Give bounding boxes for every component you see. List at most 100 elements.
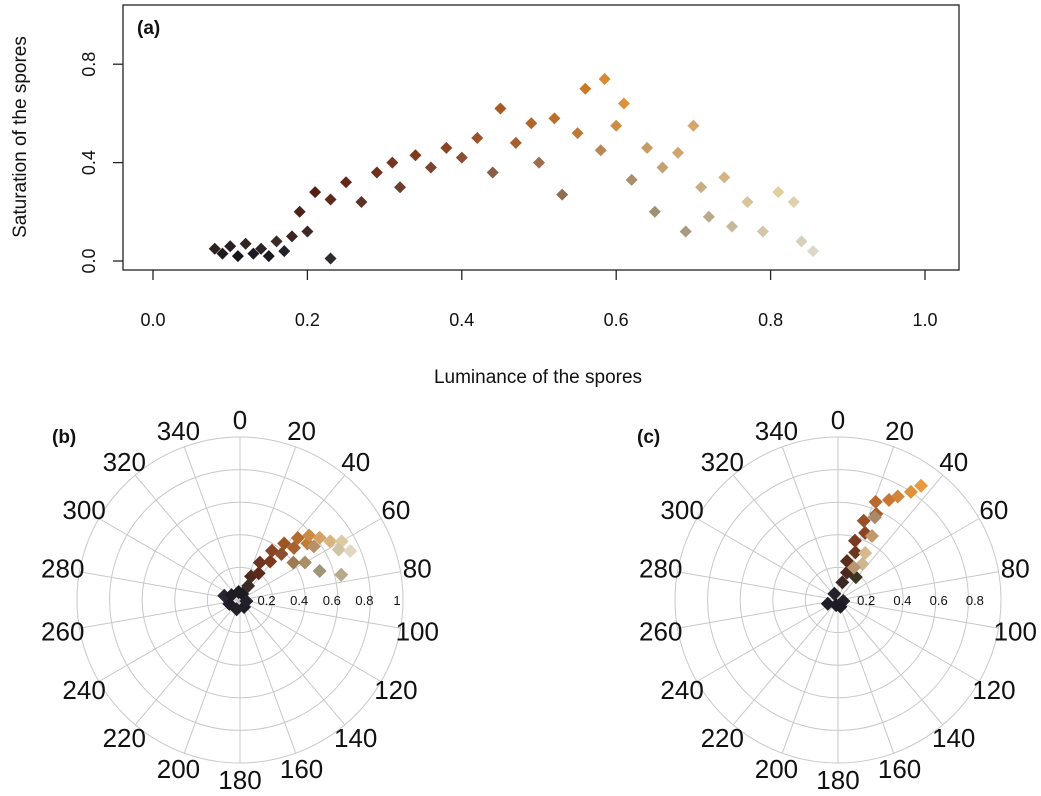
panel-a-data-point — [548, 112, 561, 125]
polar-grid-spoke — [183, 446, 241, 601]
polar-angle-label: 100 — [994, 616, 1037, 646]
panel-a-data-point — [556, 188, 569, 201]
polar-radial-label: 1 — [393, 593, 400, 608]
polar-angle-label: 180 — [218, 765, 261, 795]
panel-a-data-point — [525, 117, 538, 130]
panel-a-data-point — [285, 230, 298, 243]
polar-grid-spoke — [183, 599, 241, 754]
panel-a-data-point — [324, 252, 337, 265]
polar-grid-spoke — [239, 599, 297, 754]
panel-a-data-point — [440, 141, 453, 154]
polar-angle-label: 340 — [157, 416, 200, 446]
panel-a-y-axis-title: Saturation of the spores — [10, 36, 31, 238]
panel-a-data-point — [355, 195, 368, 208]
polar-angle-label: 200 — [755, 754, 798, 784]
panel-a-data-point — [278, 245, 291, 258]
polar-data-point — [820, 596, 835, 611]
polar-data-point — [835, 575, 850, 590]
polar-data-point — [302, 528, 317, 543]
panel-a-data-point — [409, 149, 422, 162]
polar-data-point — [331, 542, 346, 557]
panel-a-data-point — [726, 220, 738, 233]
panel-a-data-point — [324, 193, 337, 206]
panel-a-data-point — [394, 181, 407, 194]
polar-data-point — [848, 570, 863, 585]
polar-angle-label: 320 — [701, 447, 744, 477]
panel-a-data-point — [579, 82, 592, 95]
polar-grid-spoke — [781, 446, 839, 601]
panel-a-data-point — [772, 186, 785, 199]
panel-b-points — [217, 528, 358, 617]
panel-a-data-point — [795, 235, 808, 248]
panel-c-labels: 0 20 40 60 80 100 120 140 160 180 200 220 240 260 280 3… — [639, 405, 1037, 795]
panel-a-data-point — [571, 127, 584, 140]
panel-a-data-point — [679, 225, 692, 238]
polar-data-point — [239, 594, 254, 609]
polar-data-point — [865, 529, 880, 544]
polar-data-point — [251, 566, 266, 581]
polar-grid-spoke — [134, 599, 241, 726]
polar-angle-label: 0 — [233, 405, 247, 435]
polar-grid-spoke — [837, 518, 980, 601]
polar-angle-label: 280 — [41, 554, 84, 584]
panel-a-plot-box — [122, 4, 960, 271]
panel-b: (b) 0 20 40 60 80 100 120 140 160 180 200 220 240 260… — [41, 405, 439, 795]
polar-radial-label: 0.4 — [893, 593, 911, 608]
panel-a-data-point — [756, 225, 769, 238]
panel-a-data-point — [293, 205, 306, 218]
polar-data-point — [297, 555, 312, 570]
polar-radial-label: 0.6 — [930, 593, 948, 608]
polar-angle-label: 340 — [755, 416, 798, 446]
polar-angle-label: 20 — [885, 416, 914, 446]
polar-radial-label: 0.8 — [966, 593, 984, 608]
panel-a-data-point — [656, 161, 669, 174]
panel-c-points — [820, 478, 929, 614]
polar-data-point — [903, 484, 918, 499]
panel-a-data-point — [718, 171, 731, 184]
polar-angle-label: 60 — [381, 495, 410, 525]
polar-radial-label: 0.4 — [290, 593, 308, 608]
polar-angle-label: 300 — [62, 495, 105, 525]
polar-angle-label: 220 — [701, 723, 744, 753]
polar-angle-label: 320 — [103, 447, 146, 477]
polar-grid-spoke — [239, 599, 401, 629]
polar-angle-label: 80 — [403, 554, 432, 584]
panel-a-data-point — [486, 166, 499, 179]
polar-grid-spoke — [239, 599, 346, 726]
polar-angle-label: 120 — [972, 675, 1015, 705]
panel-a-data-point — [610, 119, 623, 132]
polar-data-point — [858, 545, 873, 560]
polar-angle-label: 40 — [939, 447, 968, 477]
polar-angle-label: 20 — [287, 416, 316, 446]
panel-a-data-point — [262, 250, 275, 263]
panel-a-x-tick-label: 0.2 — [295, 310, 320, 330]
polar-data-point — [312, 564, 327, 579]
panel-a-data-point — [216, 247, 229, 260]
polar-grid-spoke — [79, 571, 241, 601]
polar-data-point — [868, 494, 883, 509]
polar-grid-spoke — [677, 571, 839, 601]
panel-a-data-point — [594, 144, 607, 157]
polar-data-point — [286, 555, 301, 570]
panel-a-data-point — [598, 72, 611, 85]
panel-a: (a) 0.0 0.2 0.4 0.6 0.8 1.0 0.0 0.4 0.8 Luminan… — [10, 4, 960, 388]
polar-angle-label: 240 — [62, 675, 105, 705]
polar-grid-spoke — [696, 518, 839, 601]
polar-radial-label: 0.2 — [258, 593, 276, 608]
polar-angle-label: 220 — [103, 723, 146, 753]
panel-a-points — [208, 72, 820, 265]
polar-grid-spoke — [837, 571, 999, 601]
panel-a-data-point — [386, 156, 399, 169]
panel-a-data-point — [224, 240, 237, 253]
polar-data-point — [847, 533, 862, 548]
polar-data-point — [848, 545, 863, 560]
polar-angle-label: 260 — [639, 616, 682, 646]
polar-grid-spoke — [239, 518, 382, 601]
panel-a-data-point — [231, 250, 244, 263]
polar-radial-label: 0.8 — [355, 593, 373, 608]
polar-angle-label: 160 — [280, 754, 323, 784]
polar-angle-label: 240 — [660, 675, 703, 705]
panel-a-label: (a) — [137, 18, 160, 39]
panel-a-data-point — [509, 136, 522, 149]
